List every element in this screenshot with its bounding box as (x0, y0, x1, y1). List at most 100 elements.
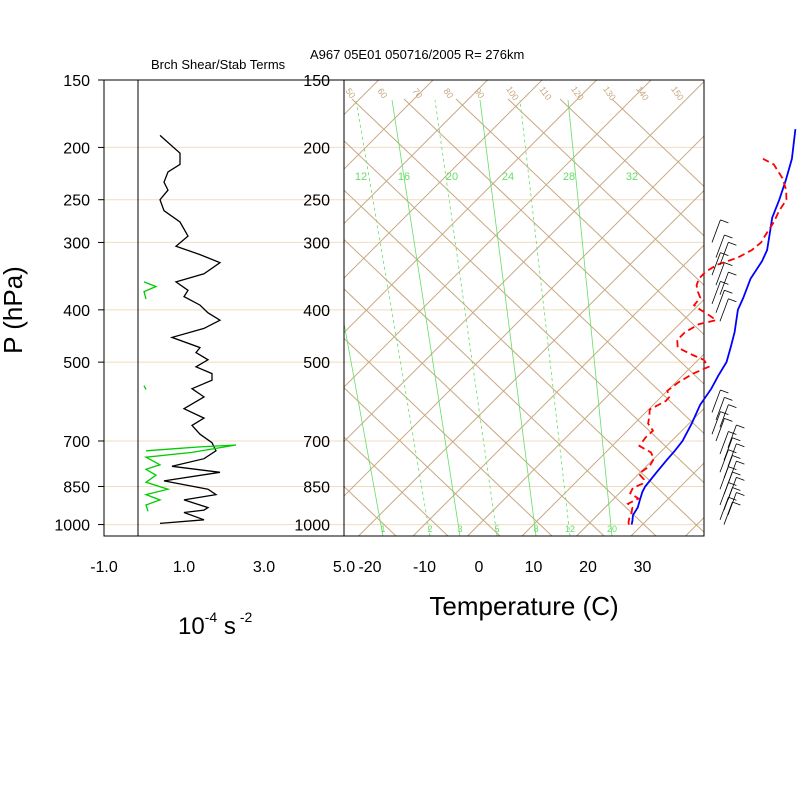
y-tick-label: 1000 (294, 518, 330, 535)
dry-adiabat-line (344, 189, 704, 533)
dry-adiabat-line (344, 337, 553, 536)
wind-barb-flag (724, 234, 733, 239)
y-tick-label: 500 (63, 355, 90, 372)
mixing-ratio-label-bottom: 8 (533, 524, 538, 534)
mixing-ratio-line (355, 99, 431, 536)
x-tick-label-right: 30 (634, 559, 652, 576)
y-tick-label: 250 (63, 193, 90, 210)
isotherm-line (0, 80, 324, 536)
wind-barb-flag (732, 471, 741, 476)
wind-barb (715, 234, 725, 258)
y-tick-label: 400 (303, 303, 330, 320)
dry-adiabat-label: 90 (472, 86, 486, 100)
wind-barb (723, 501, 733, 525)
y-tick-label: 700 (303, 434, 330, 451)
wind-barb-flag (732, 455, 741, 459)
mixing-ratio-label-bottom: 12 (565, 524, 575, 534)
wind-barb (715, 397, 725, 421)
wind-barb-flag (736, 460, 745, 465)
wind-barb-flag (728, 466, 737, 471)
mixing-ratio-line (434, 99, 498, 536)
y-tick-label: 400 (63, 303, 90, 320)
mixing-ratio-label-top: 32 (626, 171, 638, 183)
dewpoint-profile-line (626, 158, 788, 525)
wind-barb (719, 272, 729, 295)
mixing-ratio-line (391, 99, 461, 536)
y-tick-label: 500 (303, 355, 330, 372)
dry-adiabat-line (559, 98, 704, 237)
sounding-profiles (626, 128, 797, 525)
wind-barb (711, 219, 721, 243)
dry-adiabat-line (344, 535, 345, 536)
mixing-ratio-label-top: 20 (446, 171, 458, 183)
y-tick-label: 250 (303, 193, 330, 210)
x-axis-label-left-exp1: -4 (205, 609, 218, 625)
dry-adiabat-label: 110 (537, 85, 553, 102)
wind-barb (711, 281, 721, 305)
dry-adiabat-line (344, 387, 501, 536)
x-axis-label-left-unit: s (217, 613, 236, 640)
wind-barb-flag (724, 418, 733, 422)
dry-adiabat-label: 140 (634, 84, 651, 102)
dry-adiabat-label: 100 (504, 84, 521, 102)
y-tick-label: 850 (303, 479, 330, 496)
wind-barb (719, 466, 729, 490)
isotherm-line (344, 80, 434, 170)
left-profile-line (159, 134, 222, 525)
wind-barb-flag (724, 397, 733, 401)
x-tick-labels-right: -20 -10 0 10 20 30 (358, 559, 651, 576)
dry-adiabat-line (344, 436, 449, 536)
wind-barb-flag (732, 501, 741, 506)
wind-barb-flag (724, 289, 733, 294)
right-panel-title: A967 05E01 050716/2005 R= 276km (310, 47, 524, 62)
y-tick-label: 200 (63, 140, 90, 157)
wind-barb-flag (736, 424, 745, 429)
y-axis-label: P (hPa) (0, 266, 28, 354)
isotherm-line (795, 80, 800, 536)
mixing-ratio-line (567, 99, 613, 536)
wind-barb (719, 242, 729, 265)
dry-adiabat-line (611, 98, 704, 188)
mixing-ratio-label-bottom: 3 (457, 524, 462, 534)
wind-barb-flag (728, 482, 737, 486)
x-axis-label-left-exp2: -2 (240, 609, 253, 625)
y-tick-labels-left: 150 200 250 300 400 500 700 850 1000 (54, 73, 104, 535)
wind-barb (719, 431, 729, 455)
wind-barb (727, 424, 737, 448)
mixing-ratio-label-top: 28 (563, 171, 575, 183)
isotherm-line (358, 189, 704, 536)
isotherm-line (521, 353, 704, 536)
dry-adiabat-line (344, 140, 704, 484)
left-panel-grid (104, 79, 344, 526)
wind-barb-flag (728, 271, 737, 276)
wind-barb-flag (736, 443, 745, 448)
isotherm-line (630, 462, 704, 536)
dry-adiabat-label: 50 (343, 86, 357, 100)
wind-barb (719, 482, 729, 506)
y-tick-labels-right: 150 200 250 300 400 500 700 850 1000 (294, 73, 330, 535)
wind-barb-flag (720, 280, 729, 285)
wind-barb-flag (728, 496, 737, 501)
x-tick-label-right: 0 (475, 559, 484, 576)
x-tick-label-right: 20 (579, 559, 597, 576)
y-tick-label: 200 (303, 140, 330, 157)
isotherm-line (344, 80, 597, 334)
wind-barb (715, 290, 725, 313)
wind-barb (723, 437, 733, 461)
mixing-ratio-label-top: 16 (398, 171, 410, 183)
x-axis-label-right: Temperature (C) (429, 591, 618, 621)
x-tick-label-left: 1.0 (173, 559, 195, 576)
wind-barb (715, 262, 725, 286)
wind-barb-flag (724, 262, 733, 266)
wind-barb (719, 404, 729, 428)
mixing-ratio-label-top: 24 (502, 171, 514, 183)
wind-barb-flag (720, 389, 729, 394)
x-tick-labels-left: -1.0 1.0 3.0 5.0 (90, 559, 355, 576)
wind-barb-flag (720, 411, 729, 416)
mixing-ratio-line (479, 99, 537, 536)
x-tick-label-right: -20 (358, 559, 381, 576)
wind-barb-flag (720, 219, 729, 224)
wind-barb (727, 492, 737, 516)
left-panel-profiles (143, 134, 237, 525)
